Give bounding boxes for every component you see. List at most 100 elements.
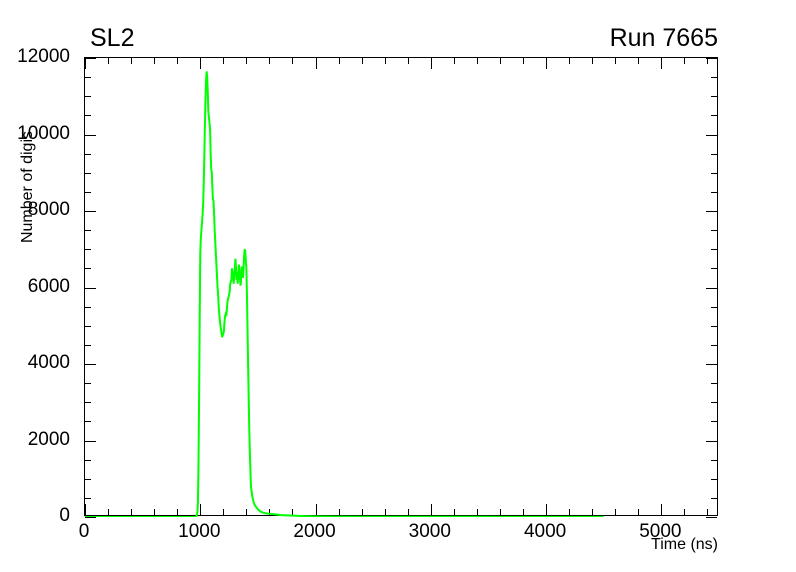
pad-title-right: Run 7665 bbox=[609, 24, 718, 52]
x-major-tick bbox=[200, 504, 202, 515]
x-minor-tick bbox=[108, 509, 110, 515]
histogram-curve bbox=[85, 58, 719, 517]
x-minor-tick-top bbox=[499, 58, 501, 64]
y-major-tick-right bbox=[706, 58, 717, 59]
y-minor-tick-right bbox=[711, 459, 717, 461]
x-minor-tick-top bbox=[476, 58, 478, 64]
y-minor-tick bbox=[85, 497, 91, 499]
x-minor-tick-top bbox=[177, 58, 179, 64]
y-minor-tick bbox=[85, 172, 91, 174]
y-minor-tick-right bbox=[711, 115, 717, 117]
y-minor-tick-right bbox=[711, 497, 717, 499]
y-minor-tick bbox=[85, 153, 91, 155]
y-minor-tick bbox=[85, 230, 91, 232]
x-minor-tick-top bbox=[154, 58, 156, 64]
x-major-tick bbox=[661, 504, 663, 515]
y-minor-tick bbox=[85, 249, 91, 251]
x-minor-tick bbox=[684, 509, 686, 515]
x-minor-tick bbox=[523, 509, 525, 515]
x-minor-tick-top bbox=[361, 58, 363, 64]
x-major-tick-top bbox=[315, 58, 317, 69]
y-minor-tick bbox=[85, 459, 91, 461]
y-major-tick-right bbox=[706, 440, 717, 442]
x-major-tick-top bbox=[200, 58, 202, 69]
y-minor-tick-right bbox=[711, 249, 717, 251]
x-minor-tick bbox=[499, 509, 501, 515]
x-minor-tick bbox=[223, 509, 225, 515]
x-minor-tick-top bbox=[407, 58, 409, 64]
x-major-tick bbox=[430, 504, 432, 515]
x-major-tick-top bbox=[430, 58, 432, 69]
x-minor-tick bbox=[638, 509, 640, 515]
x-minor-tick-top bbox=[569, 58, 571, 64]
y-minor-tick bbox=[85, 344, 91, 346]
x-minor-tick bbox=[131, 509, 133, 515]
y-minor-tick-right bbox=[711, 325, 717, 327]
x-major-tick-top bbox=[661, 58, 663, 69]
y-minor-tick bbox=[85, 191, 91, 193]
y-minor-tick bbox=[85, 306, 91, 308]
pad-title-left: SL2 bbox=[90, 24, 135, 52]
x-minor-tick bbox=[361, 509, 363, 515]
y-tick-label: 0 bbox=[59, 505, 70, 526]
x-tick-label: 1000 bbox=[178, 521, 221, 542]
x-minor-tick-top bbox=[292, 58, 294, 64]
y-major-tick-right bbox=[706, 364, 717, 365]
y-major-tick bbox=[85, 287, 96, 289]
x-minor-tick-top bbox=[707, 58, 709, 64]
x-minor-tick bbox=[453, 509, 455, 515]
x-minor-tick bbox=[384, 509, 386, 515]
x-minor-tick-top bbox=[592, 58, 594, 64]
y-minor-tick bbox=[85, 383, 91, 385]
x-minor-tick bbox=[592, 509, 594, 515]
y-tick-label: 12000 bbox=[17, 46, 70, 67]
y-major-tick bbox=[85, 517, 96, 518]
y-major-tick-right bbox=[706, 287, 717, 289]
x-minor-tick-top bbox=[638, 58, 640, 64]
x-tick-label: 4000 bbox=[523, 521, 567, 542]
x-minor-tick-top bbox=[131, 58, 133, 64]
x-minor-tick-top bbox=[453, 58, 455, 64]
y-major-tick bbox=[85, 211, 96, 212]
x-minor-tick bbox=[707, 509, 709, 515]
x-minor-tick bbox=[338, 509, 340, 515]
y-minor-tick-right bbox=[711, 383, 717, 385]
y-minor-tick-right bbox=[711, 191, 717, 193]
x-major-tick-top bbox=[546, 58, 548, 69]
x-tick-label: 0 bbox=[78, 521, 90, 542]
y-major-tick bbox=[85, 134, 96, 136]
x-minor-tick bbox=[476, 509, 478, 515]
y-minor-tick-right bbox=[711, 421, 717, 423]
x-minor-tick-top bbox=[338, 58, 340, 64]
y-minor-tick-right bbox=[711, 306, 717, 308]
x-tick-label: 3000 bbox=[408, 521, 451, 542]
x-minor-tick-top bbox=[108, 58, 110, 64]
y-tick-label: 10000 bbox=[17, 122, 70, 144]
y-minor-tick-right bbox=[711, 172, 717, 174]
y-major-tick-right bbox=[706, 517, 717, 518]
y-minor-tick bbox=[85, 96, 91, 98]
y-minor-tick-right bbox=[711, 344, 717, 346]
y-major-tick bbox=[85, 440, 96, 442]
x-minor-tick bbox=[246, 509, 248, 515]
x-tick-label: 5000 bbox=[639, 521, 682, 542]
x-major-tick bbox=[85, 504, 86, 515]
x-minor-tick bbox=[177, 509, 179, 515]
x-minor-tick bbox=[407, 509, 409, 515]
x-minor-tick-top bbox=[223, 58, 225, 64]
y-major-tick bbox=[85, 58, 96, 59]
y-minor-tick-right bbox=[711, 153, 717, 155]
y-minor-tick-right bbox=[711, 402, 717, 404]
x-minor-tick bbox=[292, 509, 294, 515]
x-minor-tick bbox=[569, 509, 571, 515]
x-major-tick bbox=[546, 504, 548, 515]
x-minor-tick bbox=[269, 509, 271, 515]
y-major-tick-right bbox=[706, 211, 717, 212]
y-tick-label: 2000 bbox=[27, 428, 70, 450]
y-minor-tick bbox=[85, 478, 91, 480]
y-minor-tick-right bbox=[711, 268, 717, 270]
x-minor-tick-top bbox=[615, 58, 617, 64]
y-major-tick-right bbox=[706, 134, 717, 136]
y-minor-tick-right bbox=[711, 230, 717, 232]
